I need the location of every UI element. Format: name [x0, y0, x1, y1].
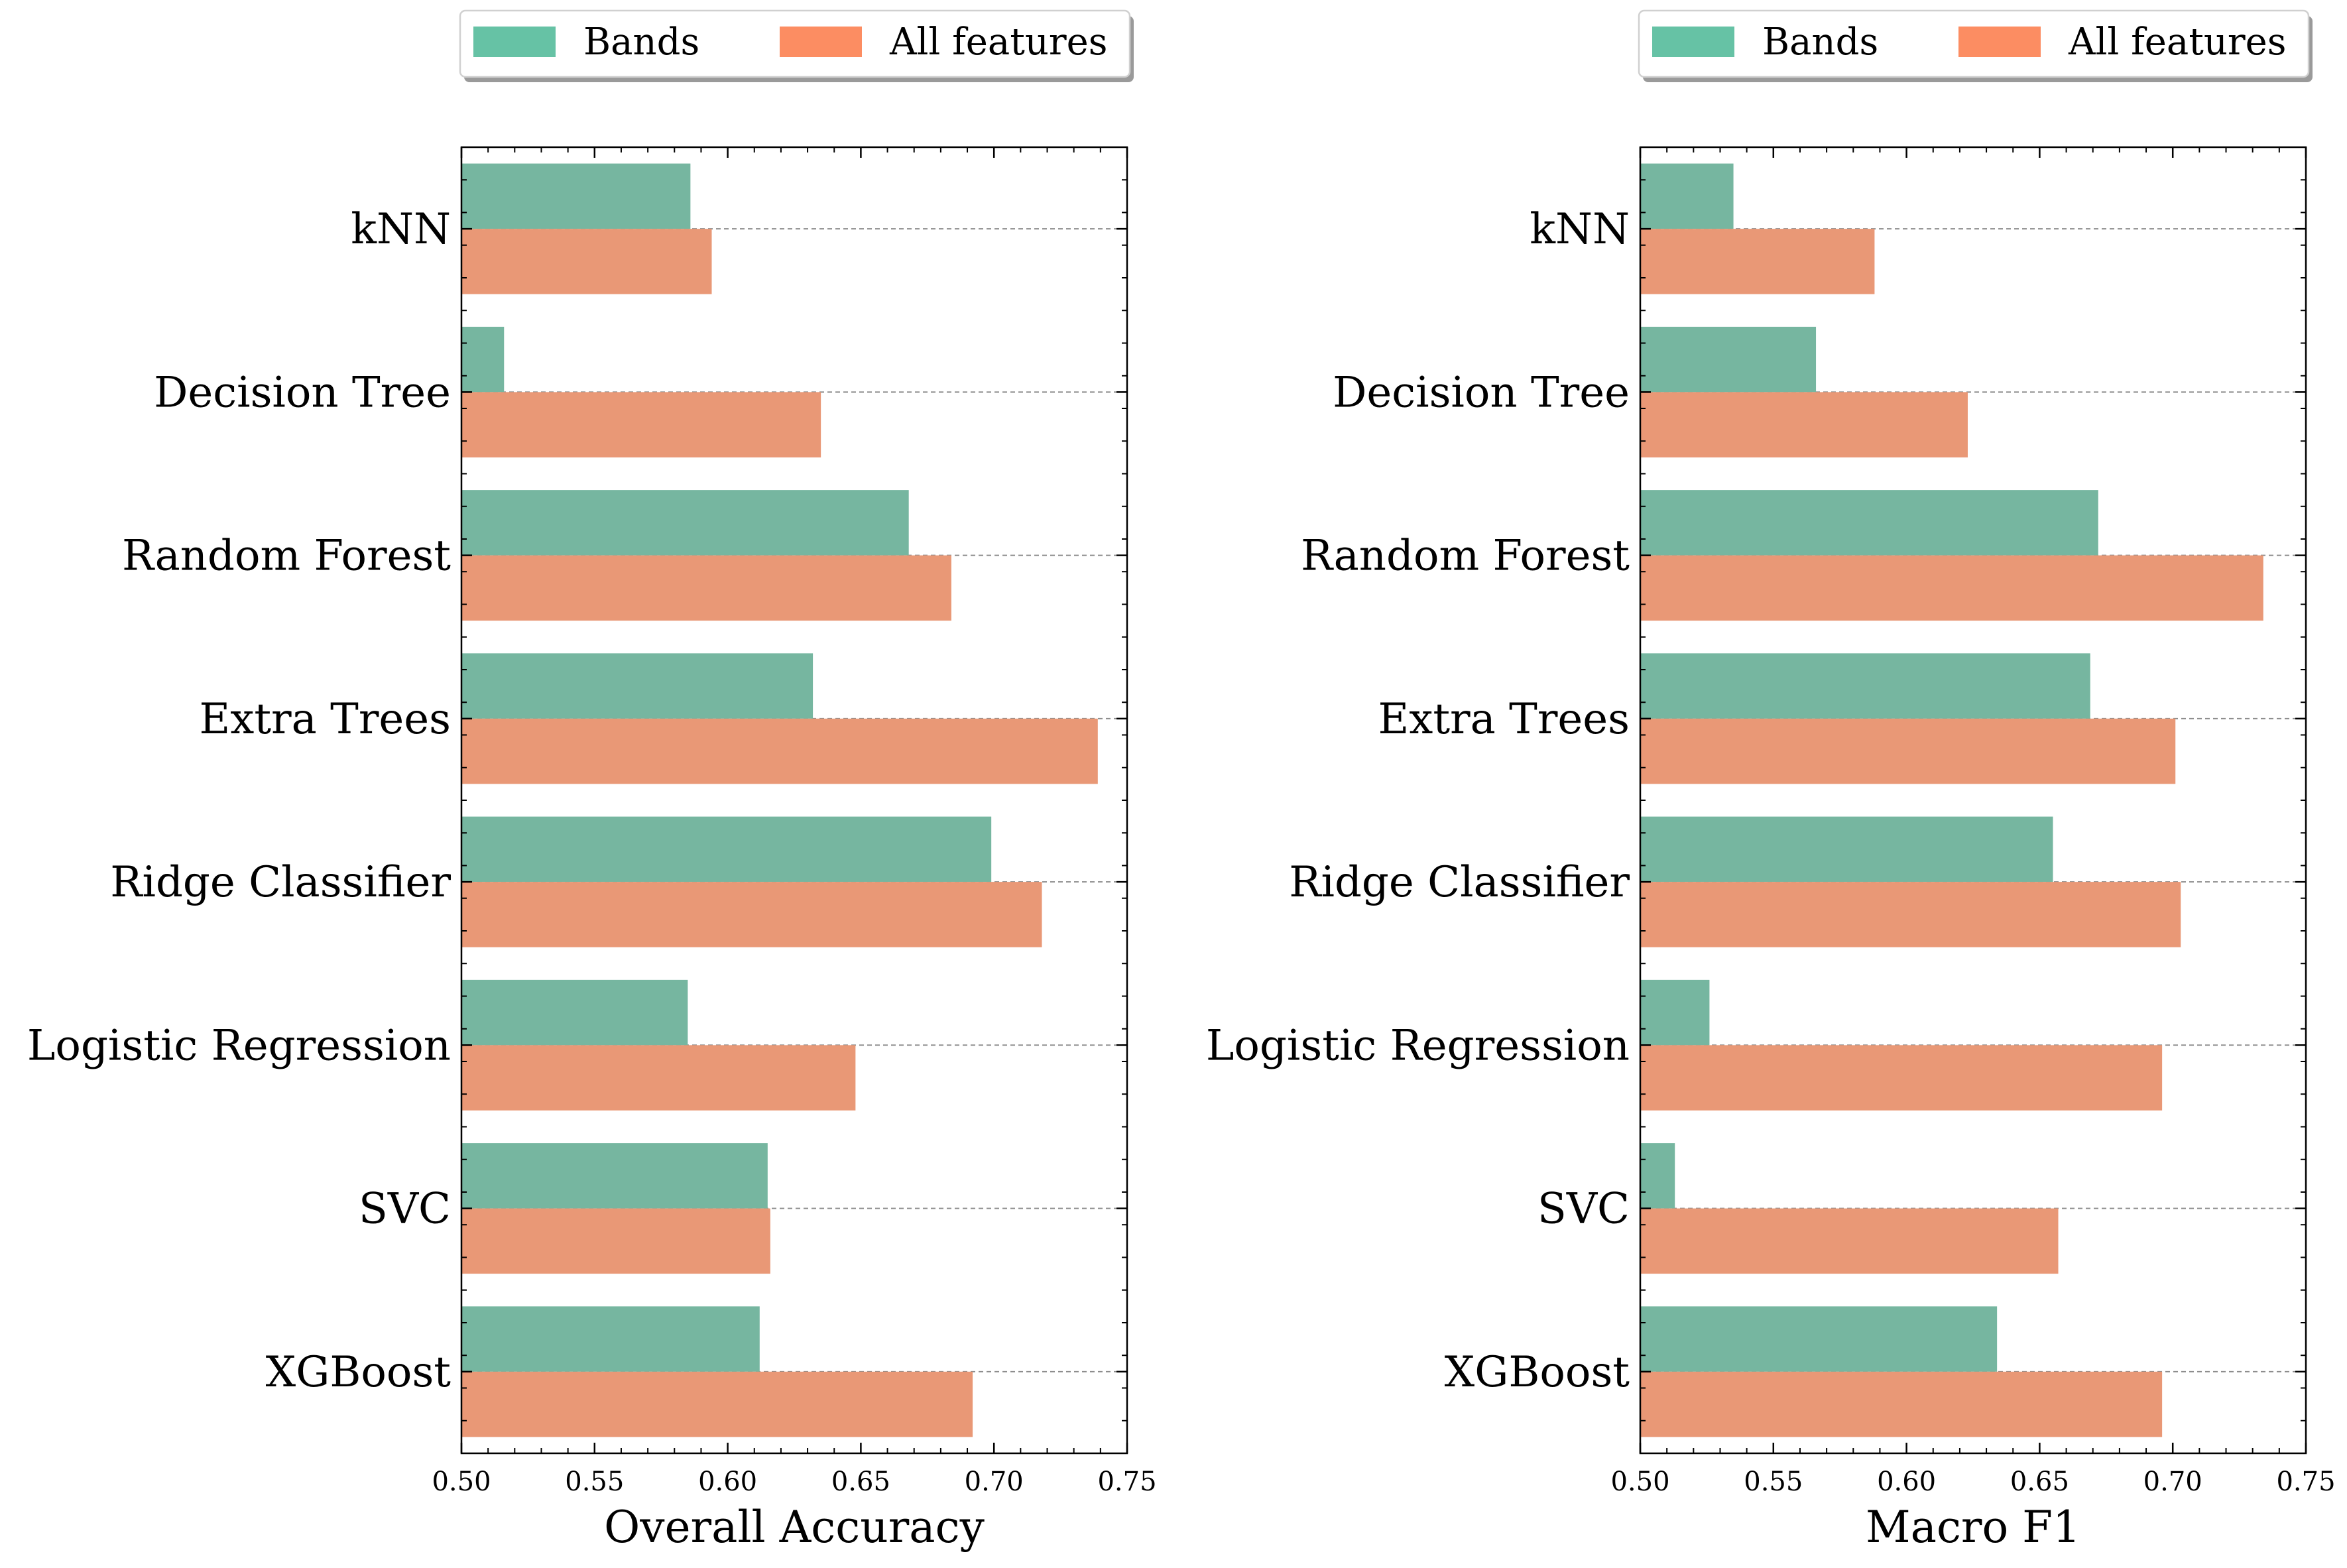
category-label: Logistic Regression [1206, 1021, 1630, 1070]
category-label: SVC [359, 1185, 451, 1234]
bar-all-features-2 [461, 392, 821, 457]
legend-swatch-all-features [780, 27, 862, 57]
bar-all-features-6 [1640, 1045, 2163, 1111]
bar-bands-8 [1640, 1306, 1998, 1372]
bar-all-features-2 [1640, 392, 1968, 457]
category-label: SVC [1537, 1185, 1630, 1234]
x-tick-label: 0.55 [565, 1467, 624, 1497]
x-tick-label: 0.75 [2276, 1467, 2335, 1497]
bar-all-features-1 [1640, 229, 1875, 294]
bar-bands-7 [461, 1143, 768, 1209]
bar-bands-3 [1640, 490, 2098, 556]
bar-all-features-6 [461, 1045, 856, 1111]
x-tick-label: 0.50 [1610, 1467, 1669, 1497]
chart-panel-1: kNN Decision Tree Random Forest Extra Trees… [27, 9, 1157, 1553]
bar-bands-4 [461, 653, 813, 719]
legend-label-bands: Bands [1762, 21, 1878, 64]
category-label: XGBoost [1445, 1348, 1630, 1397]
category-label: Logistic Regression [27, 1021, 451, 1070]
category-label: Ridge Classifier [110, 858, 451, 907]
bar-all-features-3 [1640, 555, 2263, 621]
x-tick-label: 0.50 [432, 1467, 491, 1497]
legend-label-all-features: All features [889, 21, 1108, 64]
bar-bands-2 [1640, 326, 1817, 392]
x-tick-label: 0.75 [1097, 1467, 1156, 1497]
x-tick-label: 0.55 [1744, 1467, 1803, 1497]
category-label: Ridge Classifier [1289, 858, 1630, 907]
category-label: XGBoost [266, 1348, 451, 1397]
bar-all-features-7 [1640, 1208, 2059, 1274]
bar-bands-5 [461, 816, 992, 882]
category-label: kNN [1530, 205, 1630, 254]
bar-bands-4 [1640, 653, 2090, 719]
category-label: Extra Trees [200, 695, 451, 744]
legend: Bands All features [459, 9, 1134, 82]
legend: Bands All features [1638, 9, 2313, 82]
bar-all-features-4 [461, 718, 1098, 784]
bar-all-features-5 [1640, 882, 2181, 947]
legend-label-all-features: All features [2068, 21, 2287, 64]
x-axis-title: Macro F1 [1866, 1502, 2080, 1553]
bar-bands-6 [461, 979, 688, 1046]
bar-bands-2 [461, 326, 505, 392]
bar-all-features-5 [461, 882, 1042, 947]
chart-panel-2: kNN Decision Tree Random Forest Extra Trees… [1206, 9, 2336, 1553]
bar-bands-3 [461, 490, 909, 556]
x-tick-label: 0.60 [698, 1467, 757, 1497]
bar-all-features-3 [461, 555, 951, 621]
x-tick-label: 0.70 [2143, 1467, 2202, 1497]
category-label: Random Forest [122, 532, 451, 581]
bar-bands-6 [1640, 979, 1710, 1046]
category-label: Extra Trees [1378, 695, 1630, 744]
bar-all-features-8 [461, 1371, 973, 1437]
bar-all-features-7 [461, 1208, 770, 1274]
category-label: Decision Tree [154, 368, 451, 417]
bar-all-features-4 [1640, 718, 2176, 784]
category-label: Random Forest [1301, 532, 1630, 581]
legend-swatch-bands [473, 27, 556, 57]
bar-bands-8 [461, 1306, 760, 1372]
legend-label-bands: Bands [583, 21, 699, 64]
bar-bands-1 [1640, 163, 1734, 229]
x-axis-title: Overall Accuracy [604, 1502, 985, 1553]
legend-swatch-all-features [1958, 27, 2041, 57]
bar-bands-1 [461, 163, 691, 229]
category-label: Decision Tree [1333, 368, 1630, 417]
category-label: kNN [351, 205, 451, 254]
x-tick-label: 0.65 [2010, 1467, 2069, 1497]
legend-swatch-bands [1652, 27, 1734, 57]
x-tick-label: 0.60 [1877, 1467, 1936, 1497]
x-tick-label: 0.70 [965, 1467, 1024, 1497]
bar-all-features-8 [1640, 1371, 2163, 1437]
bar-bands-7 [1640, 1143, 1675, 1209]
bar-bands-5 [1640, 816, 2053, 882]
x-tick-label: 0.65 [831, 1467, 890, 1497]
bar-all-features-1 [461, 229, 712, 294]
